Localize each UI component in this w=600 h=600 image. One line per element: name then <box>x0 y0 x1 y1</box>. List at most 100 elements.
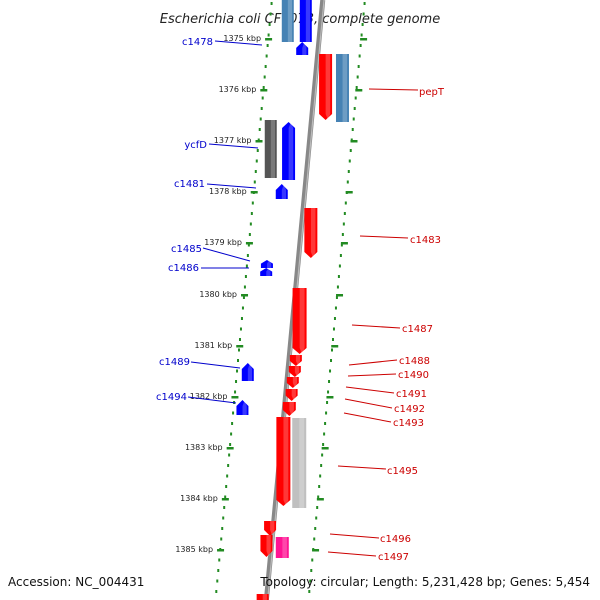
ruler-dot-right <box>346 180 349 184</box>
ruler-dot-left <box>270 2 273 5</box>
ruler-dot-left <box>234 390 237 394</box>
ruler-dot-right <box>352 117 355 121</box>
gene-label-c1492[interactable]: c1492 <box>394 404 425 415</box>
gene-label-pept[interactable]: pepT <box>419 87 445 98</box>
ruler-dot-right <box>311 558 314 562</box>
ruler-dot-right <box>323 432 326 436</box>
gene-bottom <box>256 594 269 600</box>
gene-label-ycfd[interactable]: ycfD <box>184 140 207 151</box>
gene-c1495 <box>276 417 291 506</box>
ruler-tick-label: 1376 kbp <box>219 85 257 94</box>
gene-top-steel-shade <box>287 0 293 42</box>
ruler-dot-left <box>220 537 223 541</box>
ruler-tick-left <box>221 498 229 501</box>
ruler-dot-left <box>256 149 259 152</box>
ruler-dot-left <box>262 86 265 89</box>
ruler-dot-left <box>251 201 254 205</box>
ruler-tick-left <box>250 191 258 194</box>
gene-label-c1485[interactable]: c1485 <box>171 244 202 255</box>
ruler-dot-left <box>241 306 244 310</box>
ruler-dot-left <box>248 233 251 236</box>
ruler-dot-right <box>313 537 316 541</box>
gene-label-c1496[interactable]: c1496 <box>380 534 411 545</box>
gene-label-c1495[interactable]: c1495 <box>387 466 418 477</box>
ruler-dot-right <box>344 201 347 205</box>
ruler-dot-left <box>258 128 261 131</box>
callout-line-c1492 <box>344 398 393 409</box>
ruler-dot-left <box>269 12 272 16</box>
ruler-tick-left <box>226 447 234 450</box>
ruler-dot-left <box>261 96 264 100</box>
ruler-dot-right <box>359 44 362 47</box>
gene-label-c1486[interactable]: c1486 <box>168 263 199 274</box>
ruler-dot-left <box>229 443 232 446</box>
ruler-dot-right <box>353 107 356 110</box>
ruler-dot-left <box>215 590 218 593</box>
callout-line-c1481 <box>206 183 257 189</box>
gene-c1486-shade <box>266 268 271 276</box>
ruler-dot-left <box>242 296 245 299</box>
gene-c1487-shade <box>299 288 305 354</box>
ruler-dot-left <box>244 275 247 278</box>
gene-pept-shade <box>325 54 331 120</box>
gene-callouts: c1478 ycfD c1481 c1485 c1486 c1489 c1494 pepT c1… <box>156 37 445 563</box>
ruler-dot-left <box>266 44 269 47</box>
gene-label-c1487[interactable]: c1487 <box>402 324 433 335</box>
ruler-dot-left <box>235 380 238 383</box>
ruler-dot-right <box>322 443 325 446</box>
topology-text: Topology: circular; Length: 5,231,428 bp… <box>259 575 590 589</box>
gene-label-c1494[interactable]: c1494 <box>156 392 187 403</box>
ruler-dot-right <box>338 264 341 268</box>
gene-c1481-shade <box>281 184 287 199</box>
callout-line-c1478 <box>214 40 263 46</box>
ruler-dot-left <box>253 180 256 184</box>
ruler-dot-left <box>224 495 227 499</box>
gene-c1497 <box>275 537 289 558</box>
gene-track <box>236 0 349 600</box>
ruler-dot-right <box>332 327 335 331</box>
ruler-dot-right <box>310 569 313 572</box>
ruler-dot-left <box>238 338 241 341</box>
ruler-tick-right <box>355 89 363 92</box>
ruler-dot-left <box>268 23 271 26</box>
ruler-dot-right <box>315 516 318 520</box>
gene-c1493-shade <box>289 402 294 416</box>
ruler-dot-right <box>354 96 357 100</box>
gene-grey-ycfd-a <box>264 120 277 178</box>
ruler-dot-right <box>330 359 333 362</box>
gene-c1497-red-shade <box>266 535 271 557</box>
gene-label-c1497[interactable]: c1497 <box>378 552 409 563</box>
ruler-dot-left <box>267 33 270 37</box>
gene-label-c1493[interactable]: c1493 <box>393 418 424 429</box>
ruler-tick-left <box>231 396 239 399</box>
gene-label-c1481[interactable]: c1481 <box>174 179 205 190</box>
gene-label-c1490[interactable]: c1490 <box>398 370 429 381</box>
gene-label-c1483[interactable]: c1483 <box>410 235 441 246</box>
ruler-dot-left <box>230 432 233 436</box>
gene-c1490 <box>288 366 301 377</box>
gene-c1496 <box>264 521 277 536</box>
gene-bottom-shade <box>262 594 267 600</box>
ruler-dot-right <box>333 317 336 320</box>
gene-label-c1491[interactable]: c1491 <box>396 389 427 400</box>
gene-label-c1489[interactable]: c1489 <box>159 357 190 368</box>
gene-ycfd-shade <box>288 122 294 180</box>
gene-c1494 <box>236 400 249 415</box>
ruler-dot-right <box>329 369 332 373</box>
gene-c1483-shade <box>310 208 316 258</box>
gene-label-c1488[interactable]: c1488 <box>399 356 430 367</box>
ruler-dot-right <box>320 464 323 467</box>
ruler-dot-right <box>343 212 346 215</box>
ruler-dot-right <box>348 159 351 163</box>
ruler-dot-left <box>254 170 257 173</box>
ruler-dot-left <box>226 474 229 478</box>
gene-c1485 <box>260 260 273 268</box>
gene-label-c1478[interactable]: c1478 <box>182 37 213 48</box>
ruler-dot-left <box>225 485 228 488</box>
gene-c1488-shade <box>295 355 301 366</box>
ruler-tick-left <box>245 242 253 245</box>
callout-line-c1483 <box>359 235 409 239</box>
ruler-tick-left <box>265 38 273 41</box>
ruler-dot-left <box>231 422 234 425</box>
ruler-dot-left <box>249 222 252 226</box>
